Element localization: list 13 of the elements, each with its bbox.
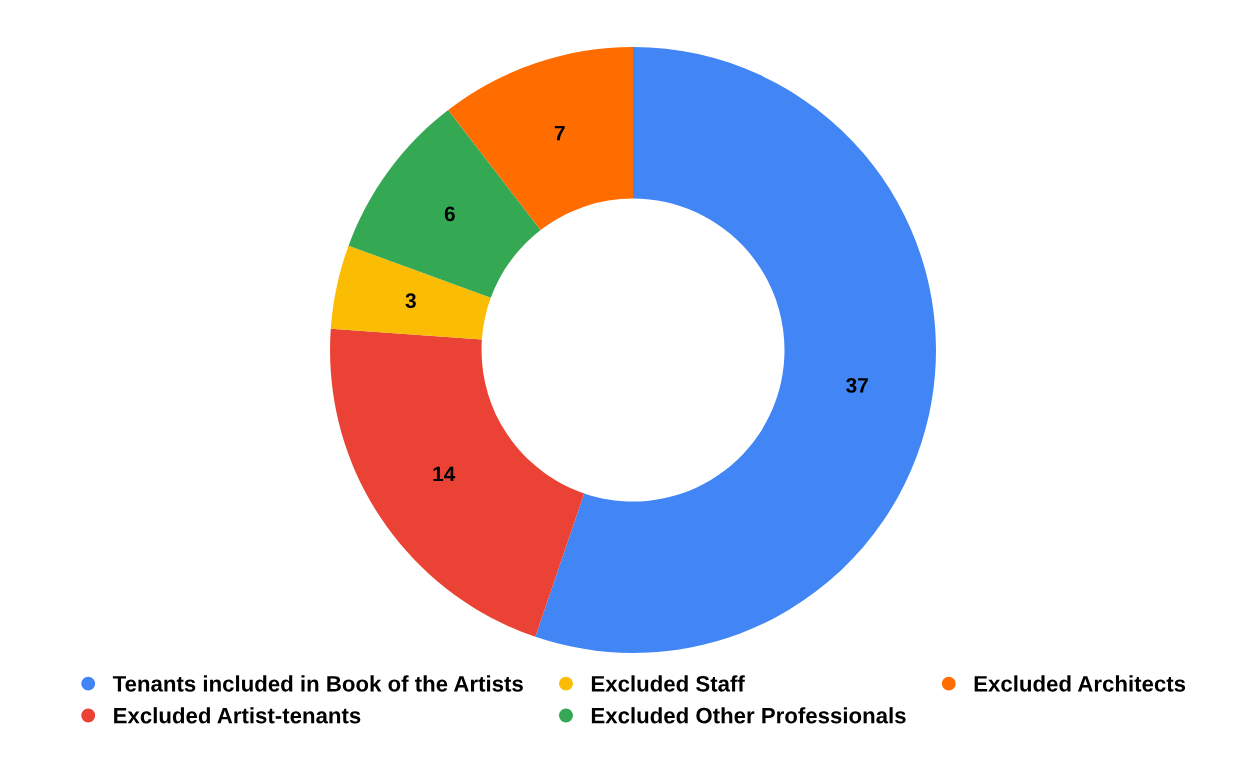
data-label: 7	[554, 125, 565, 141]
donut-slice	[330, 245, 491, 340]
data-label: 37	[846, 378, 868, 393]
legend-label: Excluded Other Professionals	[591, 707, 906, 724]
data-label: 6	[444, 206, 455, 222]
data-label: 14	[433, 466, 456, 482]
donut-slice	[535, 47, 936, 654]
legend-label: Excluded Artist-tenants	[114, 707, 361, 724]
legend-label: Excluded Architects	[974, 675, 1186, 692]
data-label: 3	[405, 293, 416, 309]
donut-slice	[330, 328, 585, 637]
legend-label: Tenants included in Book of the Artists	[112, 675, 523, 692]
legend-label: Excluded Staff	[591, 675, 745, 692]
